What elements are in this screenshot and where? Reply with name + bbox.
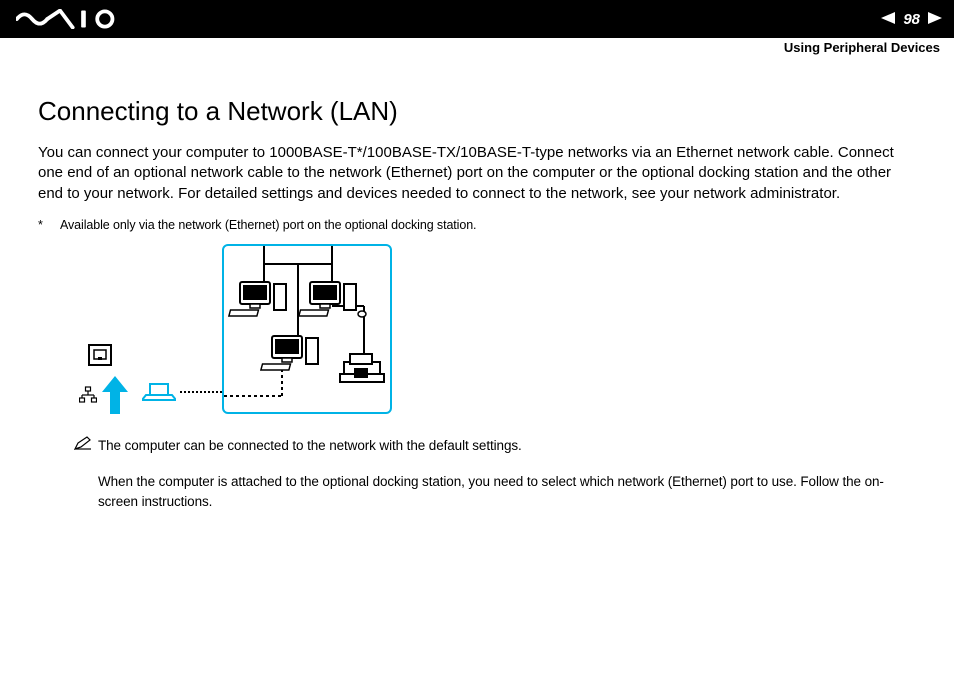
page-content: Connecting to a Network (LAN) You can co… — [0, 38, 954, 513]
note-line-1: The computer can be connected to the net… — [98, 436, 522, 456]
footnote: * Available only via the network (Ethern… — [38, 218, 916, 232]
page-title: Connecting to a Network (LAN) — [38, 96, 916, 127]
dotted-connector — [180, 391, 222, 393]
diagram-left-icons — [78, 344, 222, 414]
page-number: 98 — [903, 11, 920, 28]
network-tree-icon — [78, 385, 98, 405]
notes-block: The computer can be connected to the net… — [74, 436, 916, 513]
ethernet-port-icon — [88, 344, 112, 366]
nav-prev-icon[interactable] — [881, 11, 895, 27]
lan-network-box — [222, 244, 392, 414]
note-line-2: When the computer is attached to the opt… — [98, 472, 916, 513]
note-pencil-icon — [74, 436, 92, 456]
vaio-logo — [16, 9, 126, 29]
lan-diagram — [78, 244, 916, 414]
footnote-text: Available only via the network (Ethernet… — [60, 218, 476, 232]
arrow-up-icon — [102, 376, 128, 414]
nav-next-icon[interactable] — [928, 11, 942, 27]
header-bar: 98 — [0, 0, 954, 38]
laptop-icon — [142, 383, 176, 406]
footnote-mark: * — [38, 218, 50, 232]
section-label: Using Peripheral Devices — [784, 40, 940, 55]
intro-paragraph: You can connect your computer to 1000BAS… — [38, 143, 916, 204]
page-nav: 98 — [881, 11, 942, 28]
